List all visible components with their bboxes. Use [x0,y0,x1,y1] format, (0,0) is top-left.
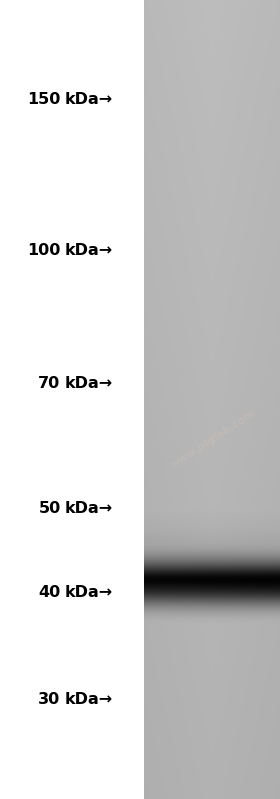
Text: 100: 100 [27,244,60,258]
Text: kDa→: kDa→ [65,502,113,516]
Text: kDa→: kDa→ [65,93,113,107]
Text: 150: 150 [27,93,60,107]
Text: 40: 40 [38,585,60,599]
Text: 50: 50 [38,502,60,516]
Text: 30: 30 [38,692,60,706]
Text: kDa→: kDa→ [65,692,113,706]
Text: www.ptglab.com: www.ptglab.com [168,408,256,471]
Text: kDa→: kDa→ [65,585,113,599]
Text: 70: 70 [38,376,60,392]
Text: kDa→: kDa→ [65,244,113,258]
Text: kDa→: kDa→ [65,376,113,392]
